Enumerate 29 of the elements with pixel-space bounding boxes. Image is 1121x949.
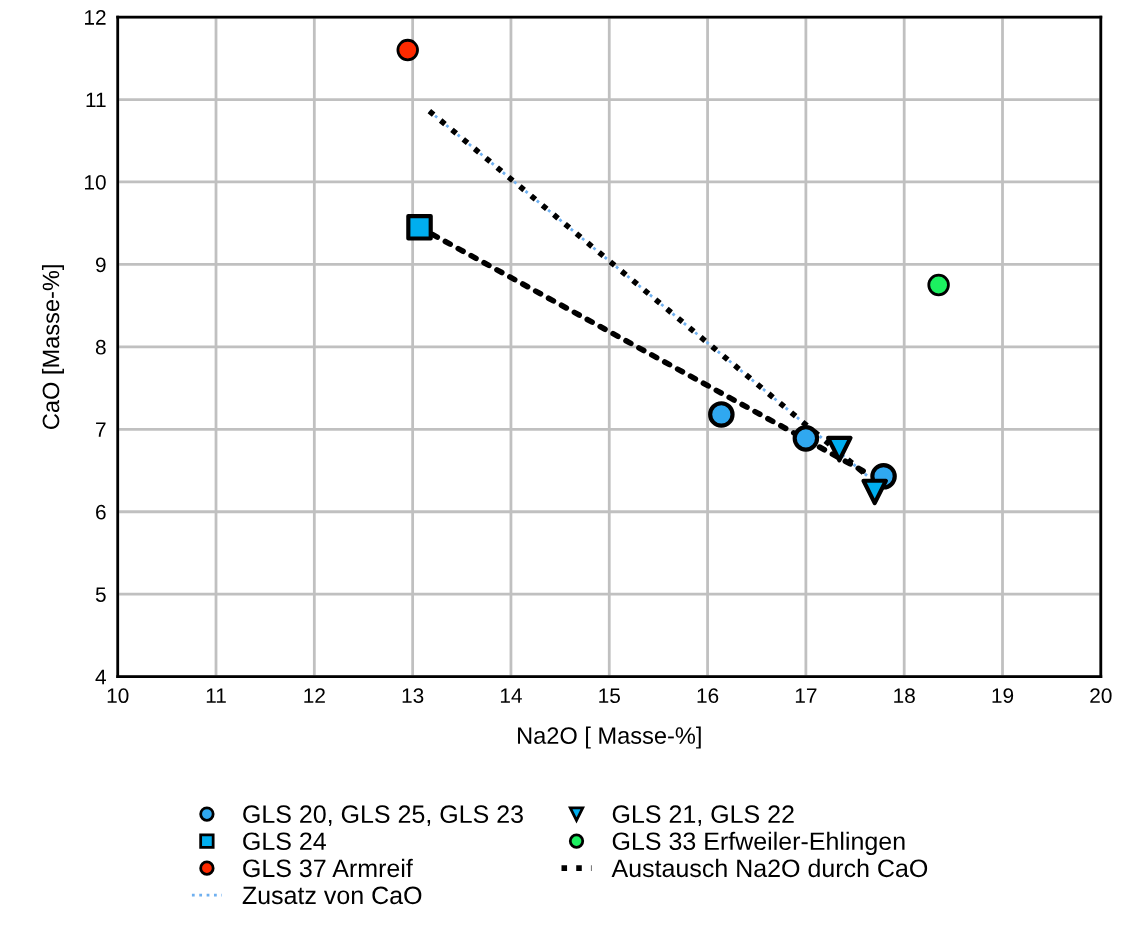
x-tick-label: 15 [599, 688, 620, 704]
y-tick-label: 10 [85, 174, 106, 190]
y-axis-title: CaO [Masse-%] [41, 265, 64, 429]
y-tick-label: 6 [96, 504, 106, 520]
x-tick-label: 14 [500, 688, 522, 703]
x-tick-label: 18 [894, 688, 915, 704]
x-tick-label: 11 [206, 688, 226, 703]
legend-label: Austausch Na2O durch CaO [611, 858, 928, 878]
y-tick-label: 7 [96, 422, 106, 437]
x-tick-label: 13 [402, 688, 424, 704]
y-tick-label: 5 [95, 587, 106, 602]
legend-label: Zusatz von CaO [242, 886, 422, 905]
y-tick-label: 12 [85, 10, 106, 25]
legend-label: GLS 37 Armreif [243, 858, 413, 878]
x-tick-label: 20 [1090, 688, 1112, 704]
x-tick-label: 16 [697, 688, 719, 704]
legend-label: GLS 33 Erfweiler-Ehlingen [612, 831, 905, 856]
y-tick-label: 8 [95, 339, 106, 355]
y-tick-label: 4 [95, 669, 106, 685]
y-tick-label: 9 [95, 257, 106, 273]
legend-label: GLS 24 [243, 832, 326, 851]
x-axis-title: Na2O [ Masse-%] [518, 726, 701, 749]
y-tick-label: 11 [86, 92, 106, 108]
x-tick-label: 17 [795, 688, 817, 703]
x-tick-label: 19 [992, 688, 1014, 704]
legend-label: GLS 21, GLS 22 [612, 805, 794, 826]
x-tick-label: 12 [304, 688, 325, 703]
legend-label: GLS 20, GLS 25, GLS 23 [243, 805, 523, 826]
x-tick-label: 10 [107, 688, 129, 704]
